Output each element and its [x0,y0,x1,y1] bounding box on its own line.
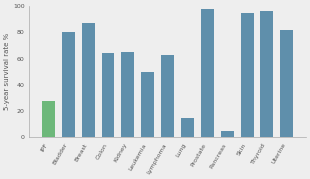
Bar [82,23,95,137]
Bar [181,118,194,137]
Y-axis label: 5-year survival rate %: 5-year survival rate % [4,33,10,110]
Bar [221,131,234,137]
Bar [42,101,55,137]
Bar [161,55,174,137]
Bar [122,52,134,137]
Bar [260,11,273,137]
Bar [241,13,254,137]
Bar [102,54,114,137]
Bar [141,72,154,137]
Bar [62,32,75,137]
Bar [201,9,214,137]
Bar [280,30,293,137]
